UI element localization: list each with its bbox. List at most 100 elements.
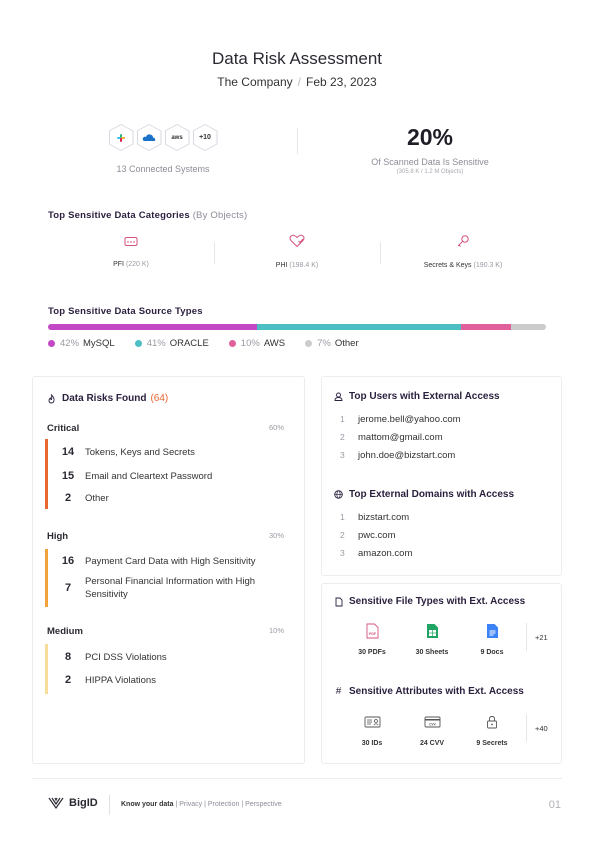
- file-type-pdf: PDF 30 PDFs: [342, 621, 402, 656]
- legend-item: 10% AWS: [228, 338, 286, 349]
- risk-count: (64): [150, 393, 169, 404]
- file-types-divider: [526, 623, 527, 651]
- credit-card-icon: [124, 237, 138, 246]
- risk-item: 2 Other: [64, 492, 109, 504]
- list-item: 1 jerome.bell@yahoo.com: [340, 413, 461, 425]
- attributes-row: 30 IDs CVV 24 CVV 9 Secrets +40: [342, 712, 548, 747]
- file-type-docs: 9 Docs: [462, 621, 522, 656]
- attribute-ids: 30 IDs: [342, 712, 402, 747]
- data-risks-title: Data Risks Found (64): [47, 393, 168, 404]
- pdf-file-icon: PDF: [366, 623, 378, 639]
- flame-icon: [47, 393, 56, 403]
- file-types-row: PDF 30 PDFs 30 Sheets 9 Docs +21: [342, 621, 548, 656]
- legend-dot: [48, 340, 55, 347]
- footer-divider: [32, 778, 562, 779]
- risk-item: 14 Tokens, Keys and Secrets: [61, 446, 195, 458]
- legend-name: ORACLE: [169, 338, 209, 349]
- attributes-title: # Sensitive Attributes with Ext. Access: [335, 686, 524, 697]
- risk-group-critical: 14 Tokens, Keys and Secrets 15 Email and C…: [45, 439, 212, 509]
- aws-icon: aws: [164, 124, 190, 151]
- source-type-bar-segment: [257, 324, 462, 330]
- bigid-logo: BigID: [48, 796, 98, 810]
- source-type-bar-segment: [48, 324, 258, 330]
- risk-item: 7 Personal Financial Information with Hig…: [64, 576, 256, 600]
- onedrive-icon: [136, 124, 162, 151]
- more-attributes: +40: [535, 724, 548, 733]
- more-systems-badge: +10: [192, 124, 218, 151]
- attributes-divider: [526, 714, 527, 742]
- lock-icon: [487, 716, 497, 729]
- subtitle-separator: /: [297, 75, 301, 89]
- sensitive-label: Of Scanned Data Is Sensitive: [371, 157, 489, 167]
- legend-pct: 41%: [146, 338, 166, 349]
- sensitive-percentage: 20%: [406, 124, 454, 150]
- risk-group-high: 16 Payment Card Data with High Sensitivit…: [45, 549, 295, 607]
- key-icon: [457, 235, 469, 247]
- risk-item: 16 Payment Card Data with High Sensitivit…: [61, 555, 256, 567]
- legend-dot: [134, 340, 142, 347]
- legend-pct: 42%: [60, 338, 80, 349]
- data-risks-card: Data Risks Found (64) Critical 60% 14 Token…: [32, 376, 305, 764]
- category-pfi: PFI (220 K): [48, 234, 214, 269]
- company-name: The Company: [217, 75, 293, 89]
- summary-divider: [297, 128, 298, 154]
- file-types-title: Sensitive File Types with Ext. Access: [334, 596, 525, 607]
- cvv-card-icon: CVV: [424, 716, 440, 728]
- legend-item: 42% MySQL: [48, 338, 115, 349]
- report-date: Feb 23, 2023: [305, 75, 377, 89]
- page-title: Data Risk Assessment: [211, 49, 383, 68]
- page-number: 01: [548, 799, 561, 811]
- tagline: Know your data | Privacy | Protection | …: [121, 801, 282, 808]
- svg-text:PDF: PDF: [369, 632, 377, 636]
- sensitive-objects: (305.8 K / 1.2 M Objects): [396, 169, 464, 175]
- list-item: 3 amazon.com: [340, 547, 413, 559]
- attribute-cvv: CVV 24 CVV: [402, 712, 462, 747]
- external-domains-title: Top External Domains with Access: [334, 489, 514, 500]
- source-type-bar-segment: [511, 324, 546, 330]
- docs-file-icon: [486, 624, 498, 638]
- list-item: 3 john.doe@bizstart.com: [340, 449, 456, 461]
- svg-text:CVV: CVV: [429, 722, 436, 726]
- risk-group-medium: 8 PCI DSS Violations 2 HIPPA Violations: [45, 644, 167, 694]
- brand-name: BigID: [69, 797, 98, 809]
- heart-check-icon: [289, 234, 305, 248]
- external-users-title: Top Users with External Access: [334, 391, 500, 402]
- external-access-card: Top Users with External Access 1 jerome.b…: [321, 376, 562, 576]
- source-types-legend: 42% MySQL 41% ORACLE 10% AWS 7% Other: [48, 338, 359, 349]
- source-types-bar: [48, 324, 546, 330]
- sheets-file-icon: [426, 624, 438, 638]
- legend-item: 7% Other: [305, 338, 359, 349]
- risk-item: 2 HIPPA Violations: [64, 674, 156, 686]
- risk-item: 15 Email and Cleartext Password: [61, 470, 213, 482]
- footer-separator: [109, 795, 110, 815]
- hash-icon: #: [335, 686, 342, 697]
- slack-icon: [108, 124, 134, 151]
- systems-label: 13 Connected Systems: [116, 164, 210, 174]
- legend-pct: 10%: [240, 338, 260, 349]
- file-icon: [334, 597, 343, 606]
- legend-item: 41% ORACLE: [134, 338, 209, 349]
- legend-name: MySQL: [83, 338, 115, 349]
- attribute-secrets: 9 Secrets: [462, 712, 522, 747]
- list-item: 1 bizstart.com: [340, 511, 410, 523]
- category-secrets: Secrets & Keys (190.3 K): [380, 234, 546, 269]
- legend-dot: [305, 340, 313, 347]
- list-item: 2 mattom@gmail.com: [340, 431, 443, 443]
- more-file-types: +21: [535, 633, 548, 642]
- file-type-sheets: 30 Sheets: [402, 621, 462, 656]
- risk-level-medium: Medium 10%: [47, 626, 284, 637]
- category-phi: PHI (198.4 K): [214, 234, 380, 269]
- list-item: 2 pwc.com: [340, 529, 396, 541]
- legend-dot: [228, 340, 236, 347]
- file-types-card: Sensitive File Types with Ext. Access PD…: [321, 583, 562, 764]
- risk-item: 8 PCI DSS Violations: [64, 651, 167, 663]
- legend-pct: 7%: [317, 338, 331, 349]
- source-types-heading: Top Sensitive Data Source Types: [48, 306, 203, 317]
- source-type-bar-segment: [461, 324, 512, 330]
- risk-level-critical: Critical 60%: [47, 423, 284, 434]
- categories-row: PFI (220 K) PHI (198.4 K) Secrets & Keys…: [48, 234, 546, 269]
- legend-name: AWS: [263, 338, 286, 349]
- external-domains-list: 1 bizstart.com 2 pwc.com 3 amazon.com: [340, 508, 412, 562]
- risk-level-high: High 30%: [47, 531, 284, 542]
- subtitle: The Company / Feb 23, 2023: [0, 75, 594, 89]
